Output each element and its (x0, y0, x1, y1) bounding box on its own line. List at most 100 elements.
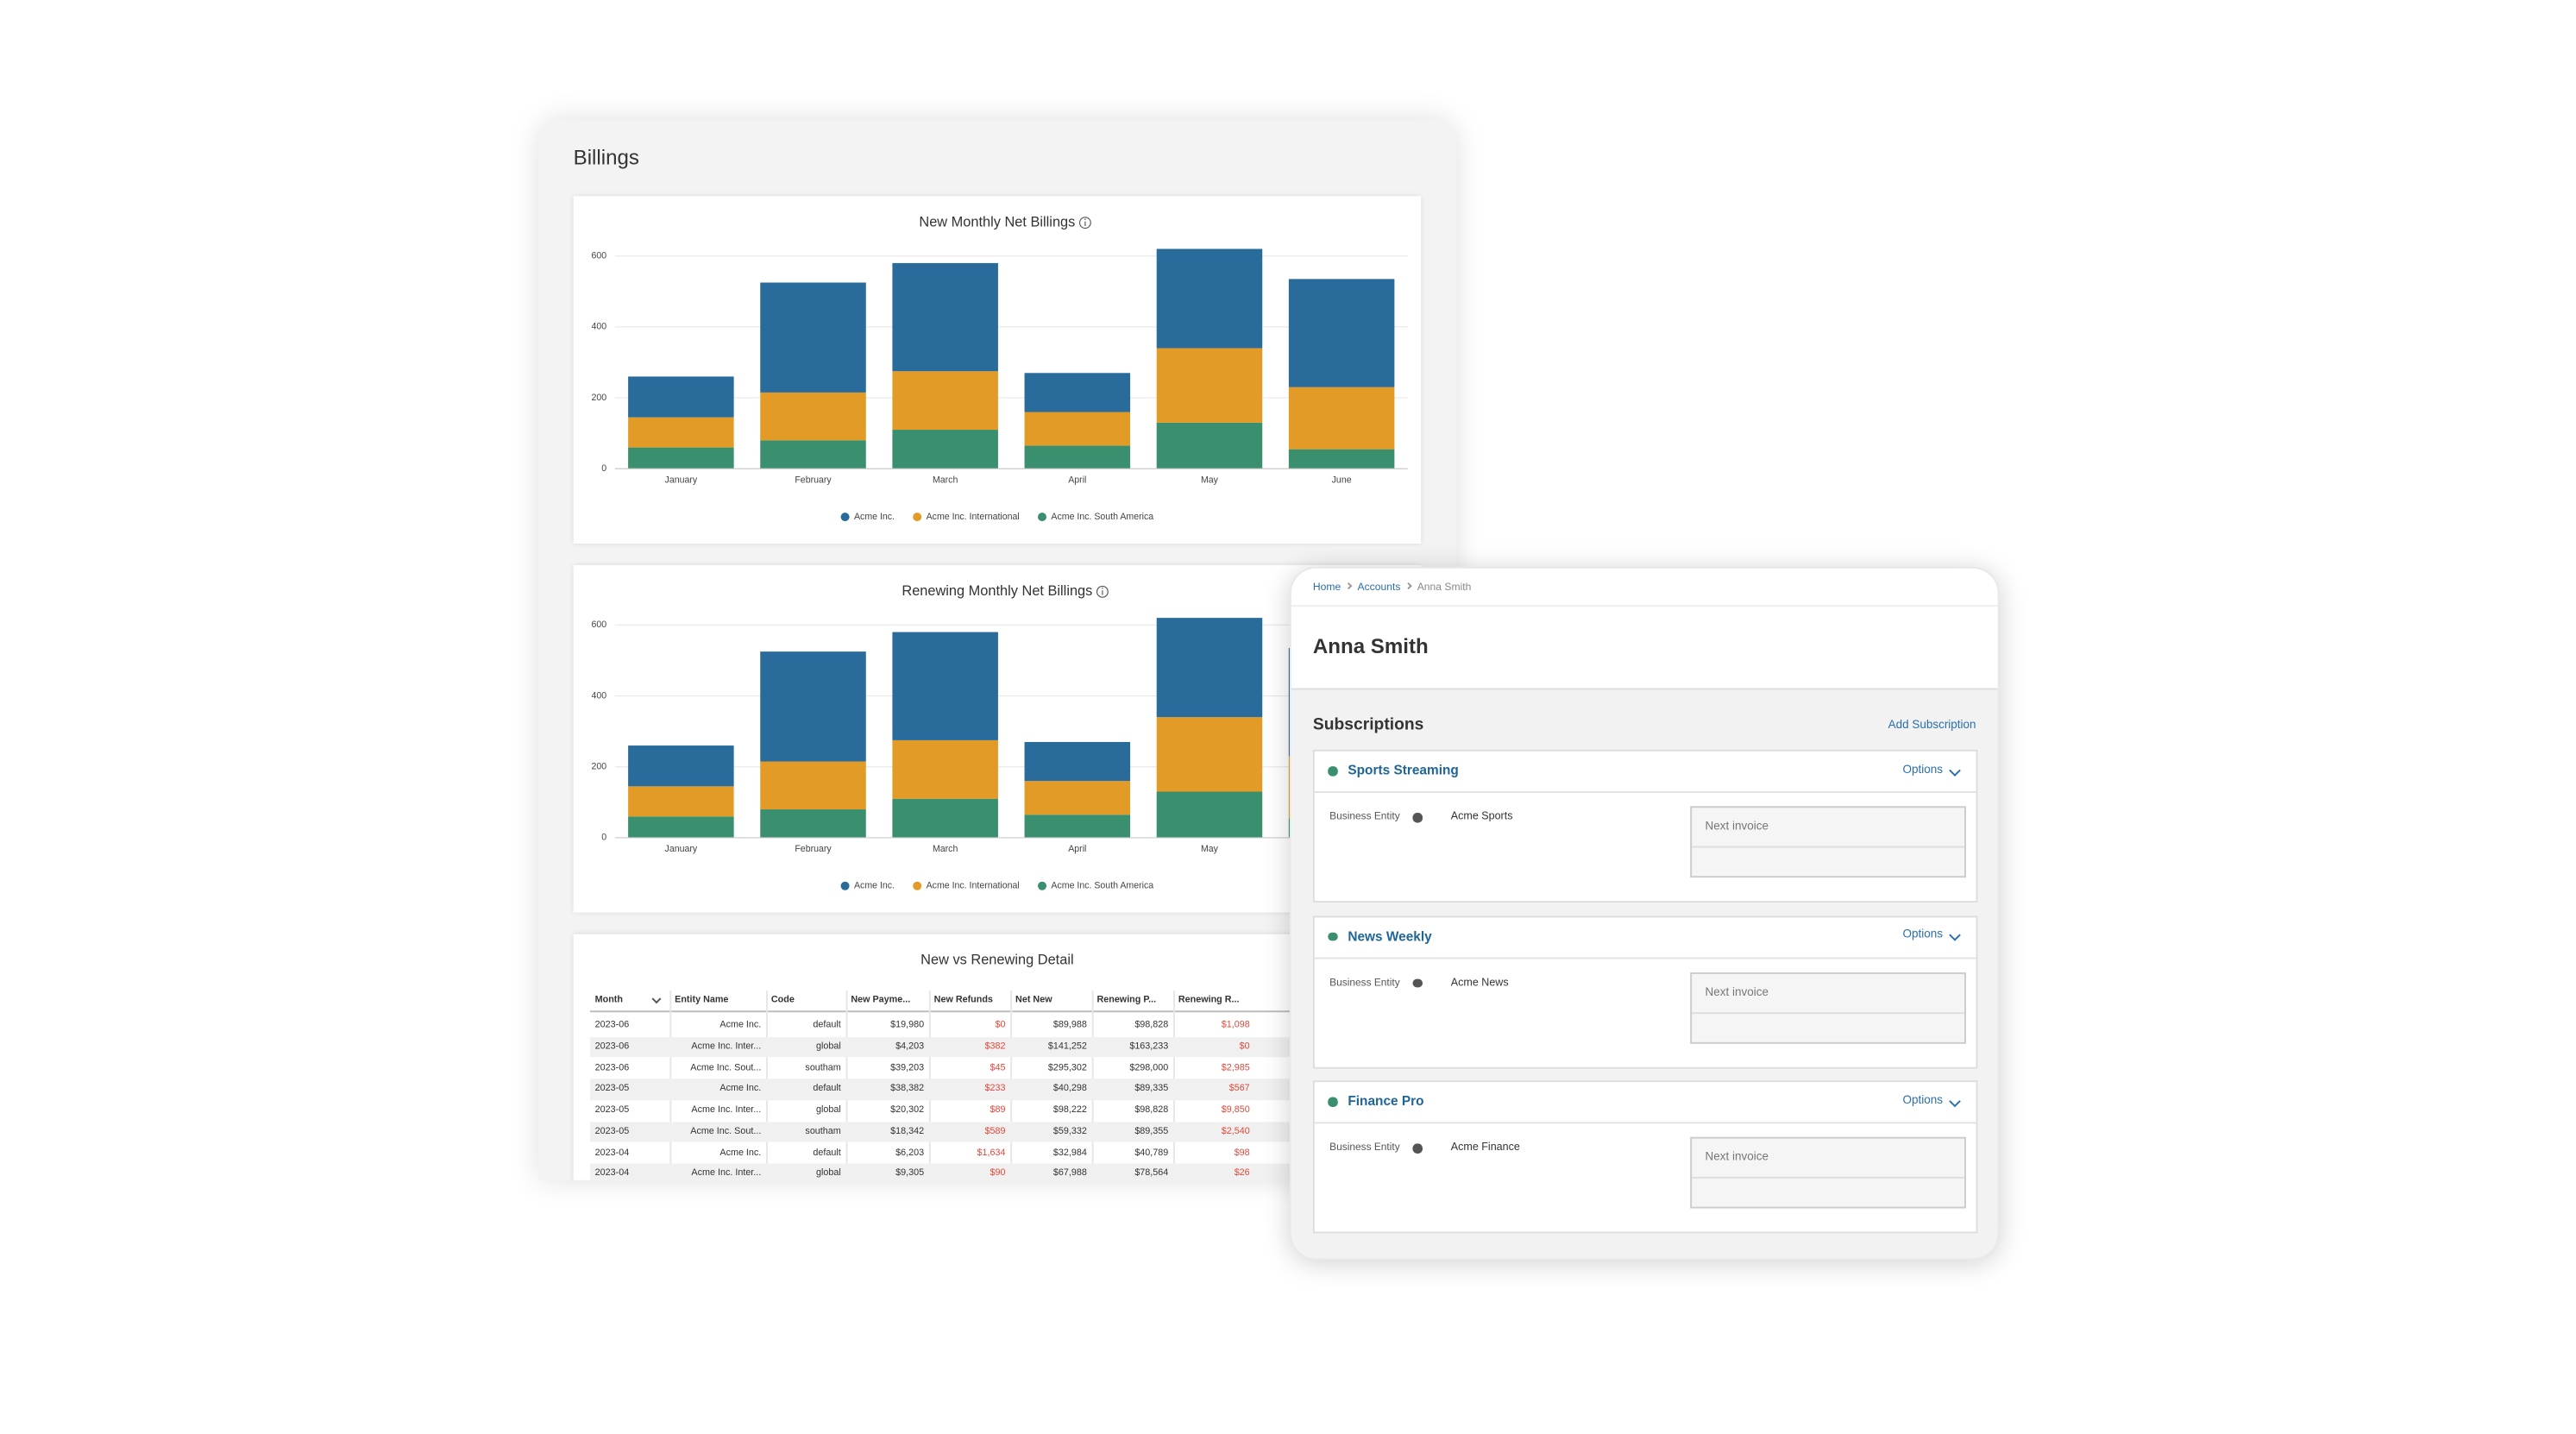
table-cell: 2023-05 (594, 1126, 630, 1137)
bar-segment (1024, 741, 1131, 782)
table-cell: $89,335 (1134, 1084, 1169, 1095)
table-header-rule (589, 1010, 1422, 1013)
bar-segment (892, 262, 998, 372)
legend-swatch (913, 881, 922, 890)
x-tick-label: February (795, 844, 832, 854)
invoice-box: Next invoice (1690, 806, 1966, 878)
column-header[interactable]: Code (770, 995, 795, 1006)
options-button[interactable]: Options (1902, 764, 1944, 776)
invoice-divider (1692, 846, 1965, 848)
column-header[interactable]: New Payme... (851, 995, 911, 1006)
table-cell: 2023-06 (594, 1063, 630, 1073)
table-cell: Acme Inc. Sout... (690, 1063, 762, 1073)
chart-panel: Renewing Monthly Net Billings 0 200 400 600 J… (573, 564, 1422, 913)
options-button[interactable]: Options (1902, 1094, 1944, 1107)
chart-title: Renewing Monthly Net Billings (902, 583, 1092, 599)
bar-segment (1288, 449, 1395, 469)
table-title: New vs Renewing Detail (920, 950, 1074, 968)
table-cell: $4,203 (895, 1041, 925, 1053)
breadcrumb-item[interactable]: Accounts (1357, 582, 1401, 594)
y-tick-label: 200 (591, 393, 606, 403)
subscription-name[interactable]: Finance Pro (1348, 1093, 1424, 1109)
y-tick-label: 400 (591, 690, 606, 701)
table-cell: 2023-05 (594, 1105, 630, 1116)
table-cell: Acme Inc. (719, 1084, 762, 1095)
bar-segment (1156, 717, 1263, 792)
subscriptions-title: Subscriptions (1312, 716, 1424, 735)
legend-swatch (1038, 513, 1047, 522)
status-dot (1328, 1097, 1337, 1107)
table-cell: $67,988 (1052, 1168, 1087, 1179)
invoice-label: Next invoice (1705, 986, 1769, 998)
table-cell: $89,988 (1052, 1021, 1087, 1031)
subscription-name[interactable]: Sports Streaming (1348, 763, 1459, 778)
invoice-box: Next invoice (1690, 1136, 1966, 1209)
y-tick-label: 0 (601, 463, 606, 474)
table-cell: $40,298 (1052, 1084, 1087, 1095)
table-cell: $98,222 (1052, 1105, 1087, 1116)
subscription-card: News Weekly Options Business Entity Acme Ne… (1312, 915, 1978, 1068)
table-cell: $298,000 (1129, 1063, 1169, 1073)
table-cell: default (813, 1084, 841, 1095)
table-cell: $20,302 (890, 1105, 925, 1116)
table-cell: southam (805, 1126, 841, 1137)
table-cell: $98 (1234, 1148, 1250, 1158)
legend-swatch (840, 881, 850, 890)
bar-segment (760, 761, 866, 810)
table-cell: 2023-06 (594, 1021, 630, 1031)
x-tick-label: February (795, 475, 832, 486)
row-shade (589, 1163, 1422, 1180)
account-header (1291, 568, 1998, 689)
y-tick-label: 600 (591, 250, 606, 261)
table-cell: $89 (990, 1105, 1006, 1116)
subscription-header-rule (1314, 1122, 1976, 1124)
help-icon (1412, 978, 1423, 988)
help-icon (1412, 1143, 1423, 1153)
breadcrumb: Home Accounts Anna Smith (1313, 582, 1472, 593)
breadcrumb-divider (1291, 605, 1998, 607)
legend: Acme Inc. Acme Inc. International Acme Inc… (840, 512, 1153, 522)
bar-segment (1024, 412, 1131, 446)
x-tick-label: March (933, 844, 958, 854)
options-chevron (1948, 929, 1960, 940)
table-cell: $163,233 (1129, 1041, 1169, 1053)
legend-label: Acme Inc. South America (1051, 881, 1153, 891)
subscription-name[interactable]: News Weekly (1348, 928, 1432, 944)
breadcrumb-item[interactable]: Home (1312, 582, 1341, 594)
options-button[interactable]: Options (1902, 928, 1944, 941)
x-tick-label: April (1068, 475, 1086, 486)
table-cell: $89,355 (1134, 1126, 1169, 1137)
info-icon (1096, 585, 1109, 598)
column-header[interactable]: New Refunds (933, 995, 993, 1006)
bar-segment (1156, 248, 1263, 349)
table-cell: Acme Inc. Sout... (690, 1126, 762, 1137)
status-dot (1328, 931, 1337, 941)
y-tick-label: 200 (591, 762, 606, 772)
billings-title: Billings (573, 146, 639, 170)
table-cell: $2,985 (1221, 1063, 1250, 1073)
column-header[interactable]: Renewing P... (1096, 995, 1157, 1006)
legend-label: Acme Inc. International (927, 881, 1020, 891)
column-header[interactable]: Month (594, 995, 623, 1006)
table-cell: $39,203 (890, 1063, 925, 1073)
bar-segment (628, 745, 734, 787)
invoice-divider (1692, 1176, 1965, 1179)
table-cell: global (816, 1168, 841, 1179)
table-cell: 2023-04 (594, 1168, 630, 1179)
add-subscription[interactable]: Add Subscription (1888, 720, 1976, 732)
table-cell: $382 (984, 1041, 1006, 1053)
table-cell: 2023-06 (594, 1041, 630, 1053)
column-header[interactable]: Entity Name (675, 995, 729, 1006)
entity-value: Acme News (1450, 976, 1509, 989)
table-cell: $589 (984, 1126, 1006, 1137)
column-header[interactable]: Renewing R... (1178, 995, 1240, 1006)
x-tick-label: April (1068, 844, 1086, 854)
bar-segment (1288, 279, 1395, 387)
column-header[interactable]: Net New (1015, 995, 1052, 1006)
bar-segment (1024, 445, 1131, 469)
row-shade (589, 1121, 1422, 1142)
bar-segment (892, 739, 998, 799)
options-chevron (1948, 764, 1960, 775)
invoice-divider (1692, 1011, 1965, 1014)
subscription-header-rule (1314, 956, 1976, 959)
